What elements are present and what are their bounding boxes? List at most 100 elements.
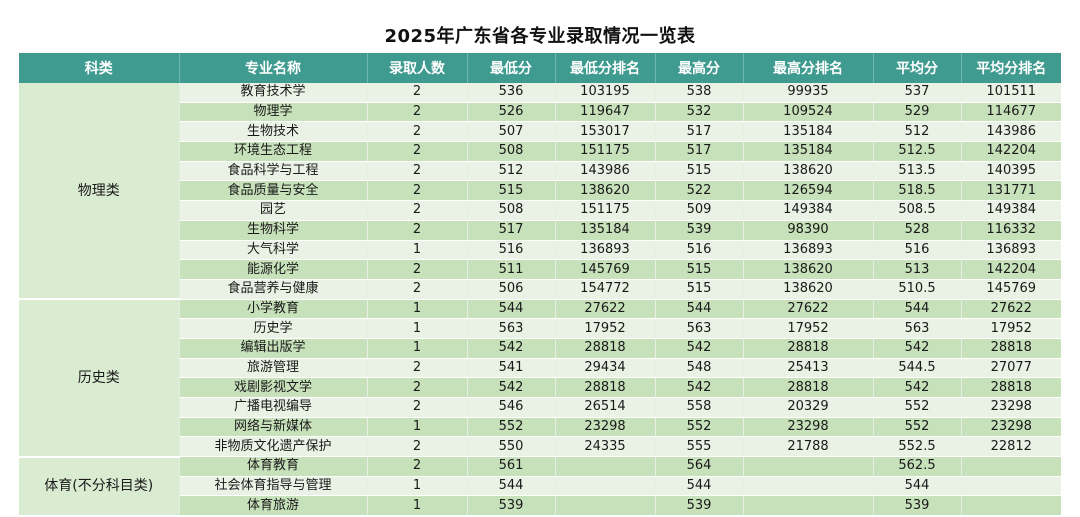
table-row: 园艺 2 508 151175 509 149384 508.5 149384 xyxy=(19,200,1061,221)
table-cell: 23298 xyxy=(743,417,874,438)
table-cell: 544 xyxy=(873,299,962,320)
table-cell: 539 xyxy=(655,220,744,241)
table-cell: 532 xyxy=(655,102,744,123)
table-cell: 563 xyxy=(873,318,962,339)
table-cell: 17952 xyxy=(743,318,874,339)
table-cell: 17952 xyxy=(555,318,656,339)
table-cell: 544 xyxy=(655,476,744,497)
table-cell xyxy=(555,456,656,477)
table-cell: 526 xyxy=(467,102,556,123)
major-name-cell: 旅游管理 xyxy=(179,358,368,379)
table-cell: 542 xyxy=(467,377,556,398)
table-cell: 136893 xyxy=(743,240,874,261)
major-name-cell: 食品营养与健康 xyxy=(179,279,368,300)
category-cell: 物理类 xyxy=(19,83,180,301)
table-cell: 2 xyxy=(367,259,468,280)
table-row: 体育(不分科目类) 体育教育 2 561 564 562.5 xyxy=(19,456,1061,517)
major-name-cell: 大气科学 xyxy=(179,240,368,261)
table-cell: 27077 xyxy=(961,358,1061,379)
table-cell: 509 xyxy=(655,200,744,221)
table-row: 物理类 教育技术学 2 536 103195 538 99935 537 101511 xyxy=(19,83,1061,301)
table-cell: 119647 xyxy=(555,102,656,123)
column-header: 科类 xyxy=(19,53,180,83)
table-cell: 138620 xyxy=(555,180,656,202)
table-cell: 508 xyxy=(467,200,556,221)
table-cell: 2 xyxy=(367,436,468,458)
table-cell: 1 xyxy=(367,338,468,359)
table-cell: 552.5 xyxy=(873,436,962,458)
category-cell: 体育(不分科目类) xyxy=(19,456,180,517)
table-row: 编辑出版学 1 542 28818 542 28818 542 28818 xyxy=(19,338,1061,359)
table-cell: 513.5 xyxy=(873,161,962,182)
table-cell: 517 xyxy=(467,220,556,241)
table-cell: 544 xyxy=(873,476,962,497)
table-cell xyxy=(961,456,1061,477)
table-cell: 17952 xyxy=(961,318,1061,339)
table-cell: 26514 xyxy=(555,397,656,418)
table-cell: 135184 xyxy=(555,220,656,241)
table-row: 食品质量与安全 2 515 138620 522 126594 518.5 131771 xyxy=(19,180,1061,202)
major-name-cell: 小学教育 xyxy=(179,299,368,320)
table-cell: 142204 xyxy=(961,259,1061,280)
table-cell: 23298 xyxy=(961,397,1061,418)
table-cell: 515 xyxy=(467,180,556,202)
table-cell: 143986 xyxy=(555,161,656,182)
table-row: 物理学 2 526 119647 532 109524 529 114677 xyxy=(19,102,1061,123)
table-cell: 544 xyxy=(655,299,744,320)
table-row: 大气科学 1 516 136893 516 136893 516 136893 xyxy=(19,240,1061,261)
table-cell: 153017 xyxy=(555,121,656,143)
table-cell: 508.5 xyxy=(873,200,962,221)
table-cell: 151175 xyxy=(555,200,656,221)
table-cell: 552 xyxy=(873,397,962,418)
major-name-cell: 社会体育指导与管理 xyxy=(179,476,368,497)
table-cell: 140395 xyxy=(961,161,1061,182)
table-cell: 138620 xyxy=(743,161,874,182)
major-name-cell: 非物质文化遗产保护 xyxy=(179,436,368,458)
table-cell: 1 xyxy=(367,240,468,261)
table-cell: 99935 xyxy=(743,83,874,103)
table-cell: 555 xyxy=(655,436,744,458)
table-cell: 109524 xyxy=(743,102,874,123)
table-cell: 145769 xyxy=(961,279,1061,300)
table-cell: 511 xyxy=(467,259,556,280)
table-cell: 506 xyxy=(467,279,556,300)
table-cell: 558 xyxy=(655,397,744,418)
table-cell: 2 xyxy=(367,279,468,300)
table-cell: 27622 xyxy=(555,299,656,320)
table-row: 能源化学 2 511 145769 515 138620 513 142204 xyxy=(19,259,1061,280)
table-cell: 552 xyxy=(873,417,962,438)
table-cell: 2 xyxy=(367,397,468,418)
table-cell: 2 xyxy=(367,220,468,241)
table-row: 历史类 小学教育 1 544 27622 544 27622 544 27622 xyxy=(19,299,1061,458)
table-cell: 21788 xyxy=(743,436,874,458)
table-row: 环境生态工程 2 508 151175 517 135184 512.5 142204 xyxy=(19,141,1061,162)
table-cell: 103195 xyxy=(555,83,656,103)
table-cell: 544 xyxy=(467,476,556,497)
table-cell: 538 xyxy=(655,83,744,103)
table-cell: 29434 xyxy=(555,358,656,379)
table-cell: 27622 xyxy=(743,299,874,320)
table-cell: 515 xyxy=(655,259,744,280)
table-cell: 516 xyxy=(873,240,962,261)
column-header: 平均分排名 xyxy=(961,53,1061,83)
table-cell: 28818 xyxy=(961,377,1061,398)
table-row: 广播电视编导 2 546 26514 558 20329 552 23298 xyxy=(19,397,1061,418)
table-cell xyxy=(555,495,656,517)
table-cell: 542 xyxy=(655,338,744,359)
table-header-row: 科类 专业名称 录取人数 最低分 最低分排名 最高分 最高分排名 平均分 平均分排名 xyxy=(19,53,1061,83)
major-name-cell: 物理学 xyxy=(179,102,368,123)
table-cell xyxy=(961,495,1061,517)
table-cell: 98390 xyxy=(743,220,874,241)
table-cell: 1 xyxy=(367,495,468,517)
table-cell: 541 xyxy=(467,358,556,379)
table-cell: 114677 xyxy=(961,102,1061,123)
table-cell: 544 xyxy=(467,299,556,320)
table-cell: 2 xyxy=(367,121,468,143)
column-header: 最低分排名 xyxy=(555,53,656,83)
table-cell: 548 xyxy=(655,358,744,379)
table-cell: 2 xyxy=(367,456,468,477)
table-cell xyxy=(743,456,874,477)
table-cell: 550 xyxy=(467,436,556,458)
table-cell: 542 xyxy=(467,338,556,359)
table-cell: 552 xyxy=(467,417,556,438)
